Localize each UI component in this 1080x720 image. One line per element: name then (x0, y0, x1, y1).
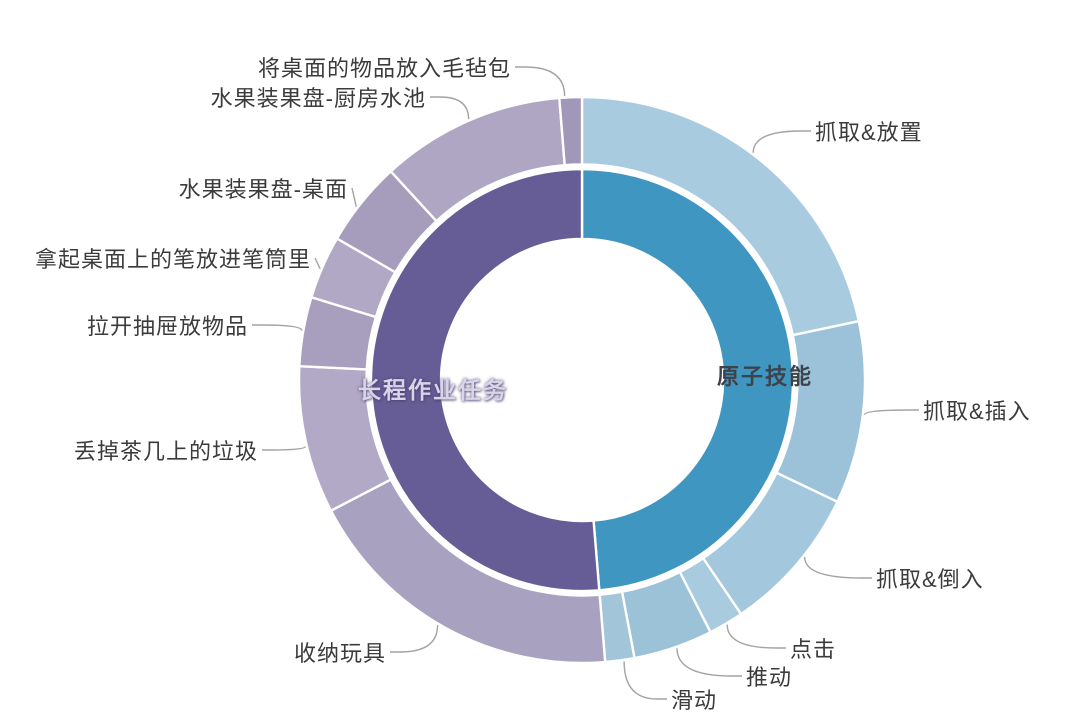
segment-label: 滑动 (671, 688, 718, 713)
segment-label: 将桌面的物品放入毛毡包 (257, 56, 511, 81)
callout-line (430, 96, 470, 120)
segment-label: 丢掉茶几上的垃圾 (73, 439, 258, 464)
segment-label: 拿起桌面上的笔放进笔筒里 (34, 247, 311, 272)
callout-line (863, 409, 919, 416)
callout-line (804, 557, 872, 579)
callout-line (515, 66, 566, 97)
callout-line (314, 257, 321, 270)
segment-label: 抓取&倒入 (876, 567, 984, 592)
segment-label: 推动 (746, 665, 793, 690)
callout-line (262, 446, 307, 451)
segment-label: 水果装果盘-桌面 (178, 177, 348, 202)
segment-label: 拉开抽屉放物品 (86, 314, 248, 339)
segment-label: 抓取&插入 (923, 399, 1031, 424)
inner-ring-label-atomic-skills: 原子技能 (716, 364, 814, 389)
callout-line (252, 324, 303, 331)
callout-line (390, 625, 439, 653)
callout-line (752, 130, 811, 153)
segment-label: 水果装果盘-厨房水池 (210, 86, 426, 111)
segment-label: 点击 (790, 637, 837, 662)
segment-label: 抓取&放置 (815, 120, 923, 145)
outer-ring-segment (558, 95, 584, 167)
inner-ring-segment (369, 167, 601, 593)
inner-ring-label-long-horizon-tasks: 长程作业任务 (358, 377, 508, 403)
callout-line (726, 624, 786, 649)
callout-line (676, 648, 742, 677)
callout-line (351, 187, 357, 207)
segment-label: 收纳玩具 (293, 641, 386, 666)
inner-ring-segment (580, 167, 795, 592)
callout-line (623, 661, 667, 700)
